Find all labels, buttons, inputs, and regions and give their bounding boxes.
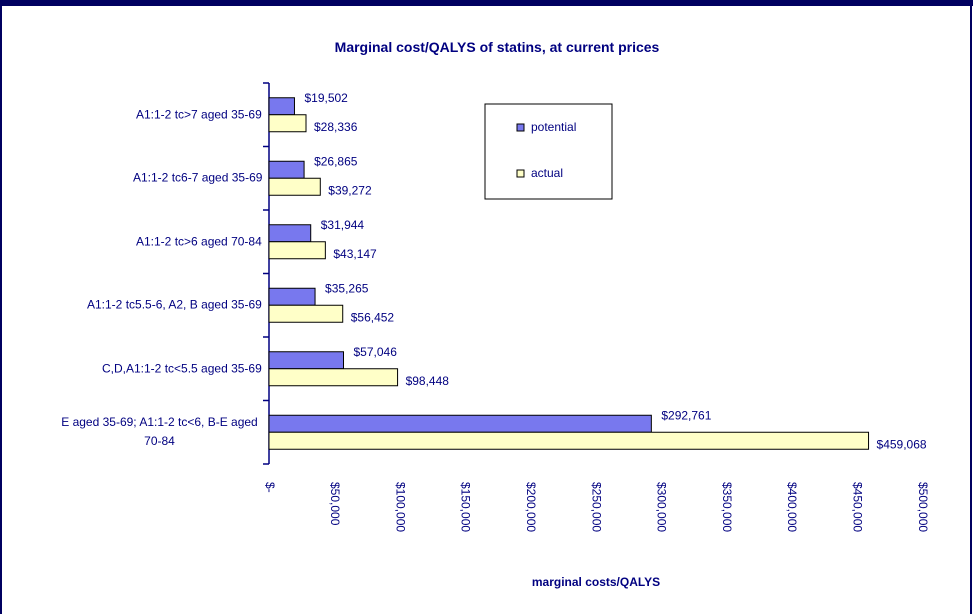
value-label: $28,336	[314, 120, 358, 134]
x-tick-label: $100,000	[393, 482, 407, 532]
value-label: $35,265	[325, 281, 369, 295]
value-label: $39,272	[328, 183, 372, 197]
bar	[268, 431, 870, 450]
bar	[268, 114, 307, 133]
bar	[268, 304, 344, 323]
y-tick-label: A1:1-2 tc>7 aged 35-69	[136, 107, 262, 122]
value-label: $43,147	[333, 247, 377, 261]
x-tick-label: $200,000	[524, 482, 538, 532]
y-tick-label: C,D,A1:1-2 tc<5.5 aged 35-69	[102, 361, 262, 376]
x-tick-label: $350,000	[720, 482, 734, 532]
bar	[268, 241, 326, 260]
value-label: $19,502	[304, 91, 348, 105]
x-tick-label: $150,000	[459, 482, 473, 532]
x-tick-label: $500,000	[916, 482, 930, 532]
x-tick-label: $450,000	[851, 482, 865, 532]
value-label: $292,761	[661, 408, 711, 422]
value-label: $31,944	[321, 218, 365, 232]
value-label: $26,865	[314, 154, 358, 168]
legend-swatch	[516, 169, 525, 178]
x-axis-title: marginal costs/QALYS	[532, 575, 660, 589]
chart-title: Marginal cost/QALYS of statins, at curre…	[335, 39, 660, 55]
bar	[268, 177, 321, 196]
value-label: $57,046	[354, 345, 398, 359]
x-tick-label: $300,000	[655, 482, 669, 532]
legend-label: potential	[531, 120, 576, 134]
x-tick-label: $400,000	[785, 482, 799, 532]
bar	[268, 414, 652, 433]
value-label: $56,452	[351, 310, 395, 324]
legend-label: actual	[531, 166, 563, 180]
bar	[268, 368, 399, 387]
value-label: $459,068	[877, 437, 927, 451]
bar	[268, 160, 305, 179]
y-tick-label: A1:1-2 tc>6 aged 70-84	[136, 234, 262, 249]
y-tick-label: A1:1-2 tc6-7 aged 35-69	[133, 170, 263, 185]
legend-swatch	[516, 123, 525, 132]
top-strip	[0, 0, 973, 6]
x-tick-label: $50,000	[328, 482, 342, 526]
x-tick-label: $250,000	[589, 482, 603, 532]
bar	[268, 97, 295, 116]
value-label: $98,448	[406, 374, 450, 388]
bar	[268, 351, 345, 370]
bar	[268, 287, 316, 306]
y-tick-label: E aged 35-69; A1:1-2 tc<6, B-E aged 70-8…	[61, 415, 258, 449]
legend	[484, 103, 613, 200]
x-tick-label: $-	[263, 482, 277, 493]
bar	[268, 224, 312, 243]
y-tick-label: A1:1-2 tc5.5-6, A2, B aged 35-69	[87, 297, 262, 312]
